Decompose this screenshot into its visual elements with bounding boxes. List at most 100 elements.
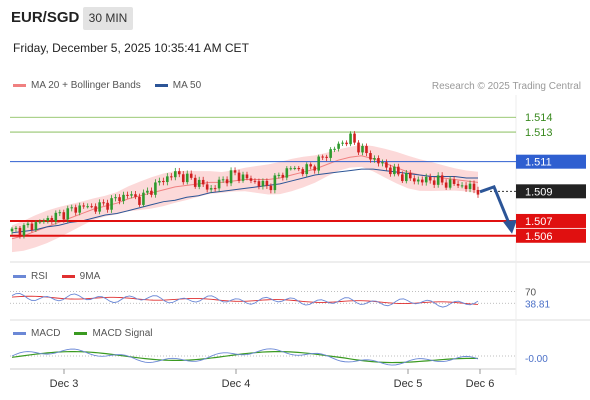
candle-body xyxy=(357,142,360,153)
candle-body xyxy=(54,212,58,222)
candle xyxy=(150,187,153,198)
candle xyxy=(221,176,225,183)
candle-body xyxy=(281,174,285,178)
legend-ma50: MA 50 xyxy=(172,80,202,91)
candle xyxy=(22,223,26,239)
candle-body xyxy=(420,179,424,183)
candle xyxy=(18,225,22,239)
forecast-arrow xyxy=(479,184,517,234)
candle-body xyxy=(10,228,14,232)
candle-body xyxy=(377,158,380,164)
rsi-line xyxy=(11,293,479,308)
candle-body xyxy=(14,227,18,229)
macd-current-label: -0.00 xyxy=(525,354,548,365)
candle-body xyxy=(78,205,82,213)
level-tag-4 xyxy=(516,213,586,228)
candle-body xyxy=(42,220,46,222)
candle-body xyxy=(185,173,189,183)
candle-body xyxy=(126,194,129,196)
candle xyxy=(385,159,388,171)
candle-body xyxy=(365,146,368,154)
candle xyxy=(177,167,181,178)
candle-body xyxy=(114,197,117,199)
level-label-1: 1.513 xyxy=(525,127,553,139)
macd-line xyxy=(11,348,479,366)
candle xyxy=(405,170,408,184)
candle-body xyxy=(150,190,153,195)
candle xyxy=(420,176,424,186)
legend-rsi: RSI xyxy=(31,271,48,282)
candle-body xyxy=(428,176,432,181)
level-label-0: 1.514 xyxy=(525,112,553,124)
candle xyxy=(173,167,177,181)
candle-body xyxy=(229,170,233,184)
candle xyxy=(82,202,85,209)
candle-body xyxy=(162,180,165,183)
candle-body xyxy=(221,179,225,181)
candle xyxy=(424,173,428,186)
candle xyxy=(122,191,125,205)
candle-body xyxy=(432,180,436,185)
candle xyxy=(468,180,472,193)
candle xyxy=(444,179,448,190)
candle-body xyxy=(225,179,229,184)
candle-body xyxy=(110,198,113,210)
candle xyxy=(325,154,328,162)
candle-body xyxy=(249,178,253,181)
candle xyxy=(476,186,480,198)
candle-body xyxy=(317,156,320,171)
timeframe-badge[interactable]: 30 MIN xyxy=(83,7,133,30)
candle-body xyxy=(74,207,78,213)
ma20-swatch xyxy=(13,84,26,87)
candle xyxy=(293,165,297,171)
x-axis: Dec 3 Dec 4 Dec 5 Dec 6 xyxy=(50,369,494,390)
candle-body xyxy=(456,183,460,186)
candle-body xyxy=(189,173,193,178)
candle-body xyxy=(261,180,265,187)
candle-body xyxy=(416,179,420,182)
candle-body xyxy=(197,179,201,187)
candle-body xyxy=(305,164,309,175)
candle xyxy=(393,163,396,177)
ma50-line xyxy=(11,168,478,234)
candle xyxy=(369,150,372,163)
candle-body xyxy=(166,176,169,183)
candle xyxy=(452,176,456,186)
datetime-label: Friday, December 5, 2025 10:35:41 AM CET xyxy=(13,41,249,55)
candle-body xyxy=(285,168,289,178)
level-label-5: 1.506 xyxy=(525,231,553,243)
candle-body xyxy=(293,167,297,169)
candle xyxy=(365,143,368,157)
candle-body xyxy=(253,180,257,182)
x-label-0: Dec 3 xyxy=(50,378,79,390)
candle-body xyxy=(265,180,269,186)
candle-body xyxy=(325,156,328,158)
candle-body xyxy=(273,175,277,191)
candle-body xyxy=(245,174,249,179)
price-tags: 1.514 1.513 1.511 1.509 1.507 1.506 xyxy=(516,112,586,243)
candle-body xyxy=(297,167,301,170)
candle xyxy=(329,147,332,161)
candle xyxy=(349,131,352,147)
candle xyxy=(397,163,400,177)
forecast-path xyxy=(479,184,512,227)
candle xyxy=(86,203,89,209)
candle xyxy=(273,173,277,194)
candle xyxy=(118,194,121,205)
forecast-arrowhead xyxy=(503,219,517,234)
candle-body xyxy=(337,143,340,149)
candle xyxy=(10,226,14,235)
rsi-legend: RSI 9MA xyxy=(13,271,114,282)
candle xyxy=(353,131,356,145)
candle xyxy=(233,167,237,176)
candle-body xyxy=(158,180,161,183)
main-legend: MA 20 + Bollinger Bands MA 50 xyxy=(13,80,215,91)
candle xyxy=(345,140,348,147)
candle-body xyxy=(381,162,384,164)
candle-body xyxy=(405,173,408,182)
candle-body xyxy=(142,192,145,205)
candle xyxy=(14,226,18,232)
candle xyxy=(456,180,460,188)
